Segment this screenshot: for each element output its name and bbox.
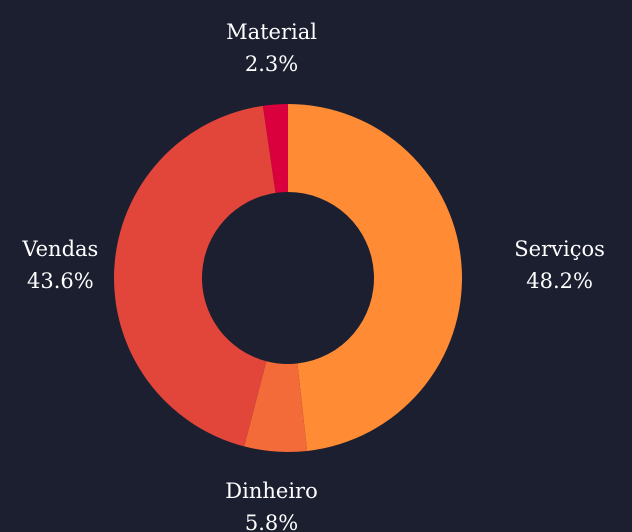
- slice-label: Dinheiro: [225, 479, 317, 503]
- slice-value-label: 5.8%: [245, 511, 298, 532]
- slice: [114, 105, 276, 447]
- slice-label: Vendas: [21, 237, 98, 261]
- slice: [288, 104, 463, 451]
- slice-label: Serviços: [514, 237, 605, 261]
- slice: [244, 361, 308, 452]
- slice-value-label: 48.2%: [526, 269, 593, 293]
- slice-label: Material: [226, 20, 317, 44]
- slice-value-label: 43.6%: [27, 269, 94, 293]
- slice-value-label: 2.3%: [245, 52, 298, 76]
- slice: [262, 104, 288, 193]
